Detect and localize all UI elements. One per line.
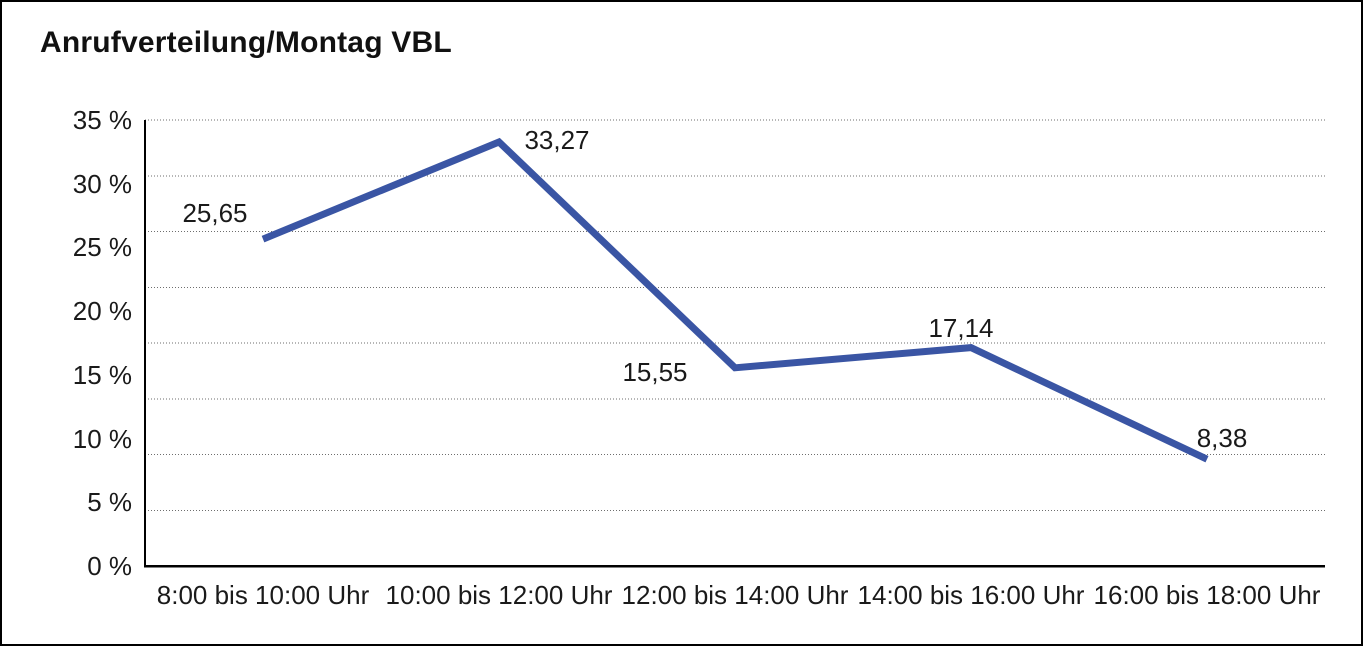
y-tick-label: 25 % — [72, 232, 132, 263]
x-category-label: 12:00 bis 14:00 Uhr — [621, 580, 849, 610]
y-tick-label: 0 % — [87, 551, 132, 581]
point-value-label: 8,38 — [1196, 423, 1248, 454]
x-category-label: 10:00 bis 12:00 Uhr — [385, 580, 613, 610]
y-tick-label: 35 % — [72, 105, 132, 135]
data-line — [261, 137, 1209, 463]
y-tick-label: 15 % — [72, 359, 132, 390]
point-value-label: 17,14 — [928, 312, 994, 343]
y-tick-label: 10 % — [72, 423, 132, 454]
chart-title: Anrufverteilung/Montag VBL — [40, 26, 452, 59]
x-category-label: 14:00 bis 16:00 Uhr — [857, 580, 1085, 610]
point-value-label: 25,65 — [182, 198, 248, 229]
x-category-label: 16:00 bis 18:00 Uhr — [1093, 580, 1321, 610]
point-value-label: 33,27 — [524, 125, 590, 156]
y-tick-label: 30 % — [72, 168, 132, 199]
y-tick-label: 5 % — [87, 487, 132, 518]
point-value-label: 15,55 — [622, 356, 688, 387]
y-tick-label: 20 % — [72, 296, 132, 327]
x-category-label: 8:00 bis 10:00 Uhr — [156, 580, 370, 610]
